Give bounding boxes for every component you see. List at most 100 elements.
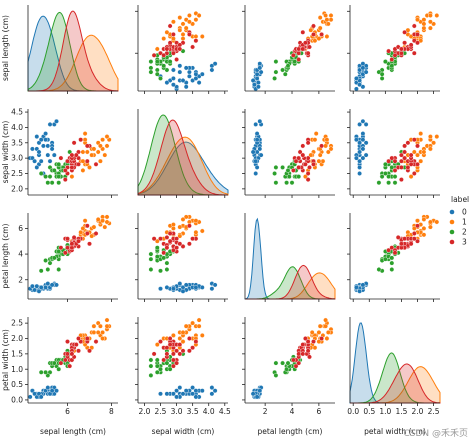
scatter-point bbox=[427, 134, 433, 140]
scatter-point bbox=[193, 339, 199, 344]
scatter-point bbox=[100, 336, 106, 341]
scatter-point bbox=[186, 13, 192, 18]
scatter-point bbox=[82, 137, 88, 143]
scatter-point bbox=[170, 67, 176, 73]
scatter-point bbox=[386, 48, 391, 54]
scatter-point bbox=[38, 284, 44, 290]
scatter-point bbox=[193, 388, 199, 394]
scatter-point bbox=[431, 140, 436, 146]
x-tick-label: 1.5 bbox=[395, 407, 407, 416]
scatter-point bbox=[193, 284, 199, 290]
scatter-point bbox=[324, 34, 330, 39]
scatter-point bbox=[300, 29, 306, 35]
scatter-point bbox=[427, 219, 433, 225]
scatter-point bbox=[84, 158, 90, 164]
scatter-point bbox=[398, 152, 404, 158]
scatter-point bbox=[305, 140, 311, 146]
scatter-point bbox=[180, 36, 186, 41]
kde-curve-3 bbox=[137, 119, 228, 196]
scatter-point bbox=[280, 67, 285, 73]
scatter-point bbox=[316, 339, 322, 344]
scatter-point bbox=[180, 329, 186, 335]
scatter-point bbox=[415, 143, 420, 149]
scatter-point bbox=[376, 180, 382, 186]
scatter-point bbox=[395, 234, 401, 240]
scatter-point bbox=[402, 149, 407, 155]
scatter-point bbox=[421, 232, 427, 238]
scatter-point bbox=[148, 372, 154, 378]
scatter-point bbox=[209, 286, 215, 292]
x-tick-label: 6 bbox=[316, 407, 321, 416]
scatter-point bbox=[84, 231, 90, 236]
scatter-point bbox=[353, 284, 359, 290]
scatter-point bbox=[415, 218, 420, 224]
scatter-point bbox=[389, 255, 395, 261]
scatter-point bbox=[421, 21, 427, 27]
scatter-point bbox=[280, 164, 285, 170]
y-tick-label: 3.0 bbox=[11, 154, 23, 163]
scatter-point bbox=[360, 155, 366, 161]
scatter-point bbox=[305, 171, 311, 176]
panel-2-3 bbox=[347, 213, 440, 302]
scatter-point bbox=[41, 143, 46, 149]
panel-0-2 bbox=[242, 5, 335, 94]
scatter-point bbox=[325, 149, 331, 155]
x-tick-label: 2.0 bbox=[138, 407, 150, 416]
scatter-point bbox=[421, 149, 427, 155]
scatter-point bbox=[382, 171, 388, 176]
panel-3-3: 0.0 0.5 1.0 1.5 2.0 2.5 bbox=[347, 317, 441, 416]
panel-1-2 bbox=[242, 109, 335, 198]
scatter-point bbox=[415, 223, 420, 229]
panel-0-1 bbox=[135, 5, 228, 94]
scatter-point bbox=[30, 283, 35, 289]
legend-marker-0 bbox=[449, 209, 455, 215]
scatter-point bbox=[54, 282, 59, 288]
scatter-point bbox=[415, 161, 420, 167]
scatter-point bbox=[161, 250, 167, 256]
scatter-point bbox=[148, 256, 154, 262]
scatter-point bbox=[38, 137, 44, 143]
scatter-point bbox=[193, 71, 199, 77]
scatter-point bbox=[296, 164, 302, 170]
scatter-point bbox=[273, 69, 279, 75]
scatter-point bbox=[382, 161, 388, 167]
scatter-point bbox=[51, 167, 57, 173]
scatter-point bbox=[196, 80, 202, 86]
scatter-point bbox=[158, 268, 163, 274]
scatter-point bbox=[193, 34, 199, 39]
scatter-point bbox=[158, 76, 163, 81]
scatter-point bbox=[58, 155, 64, 161]
scatter-point bbox=[392, 52, 398, 58]
scatter-point bbox=[193, 76, 199, 81]
scatter-point bbox=[51, 360, 57, 366]
y-tick-label: 2.0 bbox=[11, 184, 23, 193]
scatter-point bbox=[154, 357, 160, 363]
scatter-point bbox=[177, 336, 183, 341]
scatter-point bbox=[91, 329, 97, 335]
scatter-point bbox=[58, 360, 64, 366]
scatter-point bbox=[357, 149, 362, 155]
panel-2-0: 2 4 6 bbox=[18, 213, 118, 302]
scatter-point bbox=[300, 152, 306, 158]
panel-3-0: 6 8 0.0 0.5 1.0 1.5 2.0 2.5 bbox=[11, 317, 118, 416]
scatter-point bbox=[27, 394, 33, 400]
scatter-point bbox=[170, 76, 176, 81]
scatter-point bbox=[167, 231, 173, 236]
scatter-point bbox=[183, 25, 189, 31]
scatter-point bbox=[302, 336, 308, 341]
scatter-point bbox=[313, 131, 319, 137]
scatter-point bbox=[170, 391, 176, 397]
scatter-point bbox=[273, 164, 279, 170]
scatter-point bbox=[273, 180, 279, 186]
scatter-point bbox=[154, 59, 160, 64]
scatter-point bbox=[305, 177, 311, 183]
scatter-point bbox=[177, 27, 183, 33]
scatter-point bbox=[32, 158, 37, 164]
scatter-point bbox=[357, 122, 362, 127]
scatter-point bbox=[272, 171, 277, 176]
scatter-point bbox=[398, 158, 404, 164]
scatter-point bbox=[100, 218, 106, 224]
scatter-point bbox=[180, 339, 186, 344]
scatter-point bbox=[174, 360, 180, 366]
